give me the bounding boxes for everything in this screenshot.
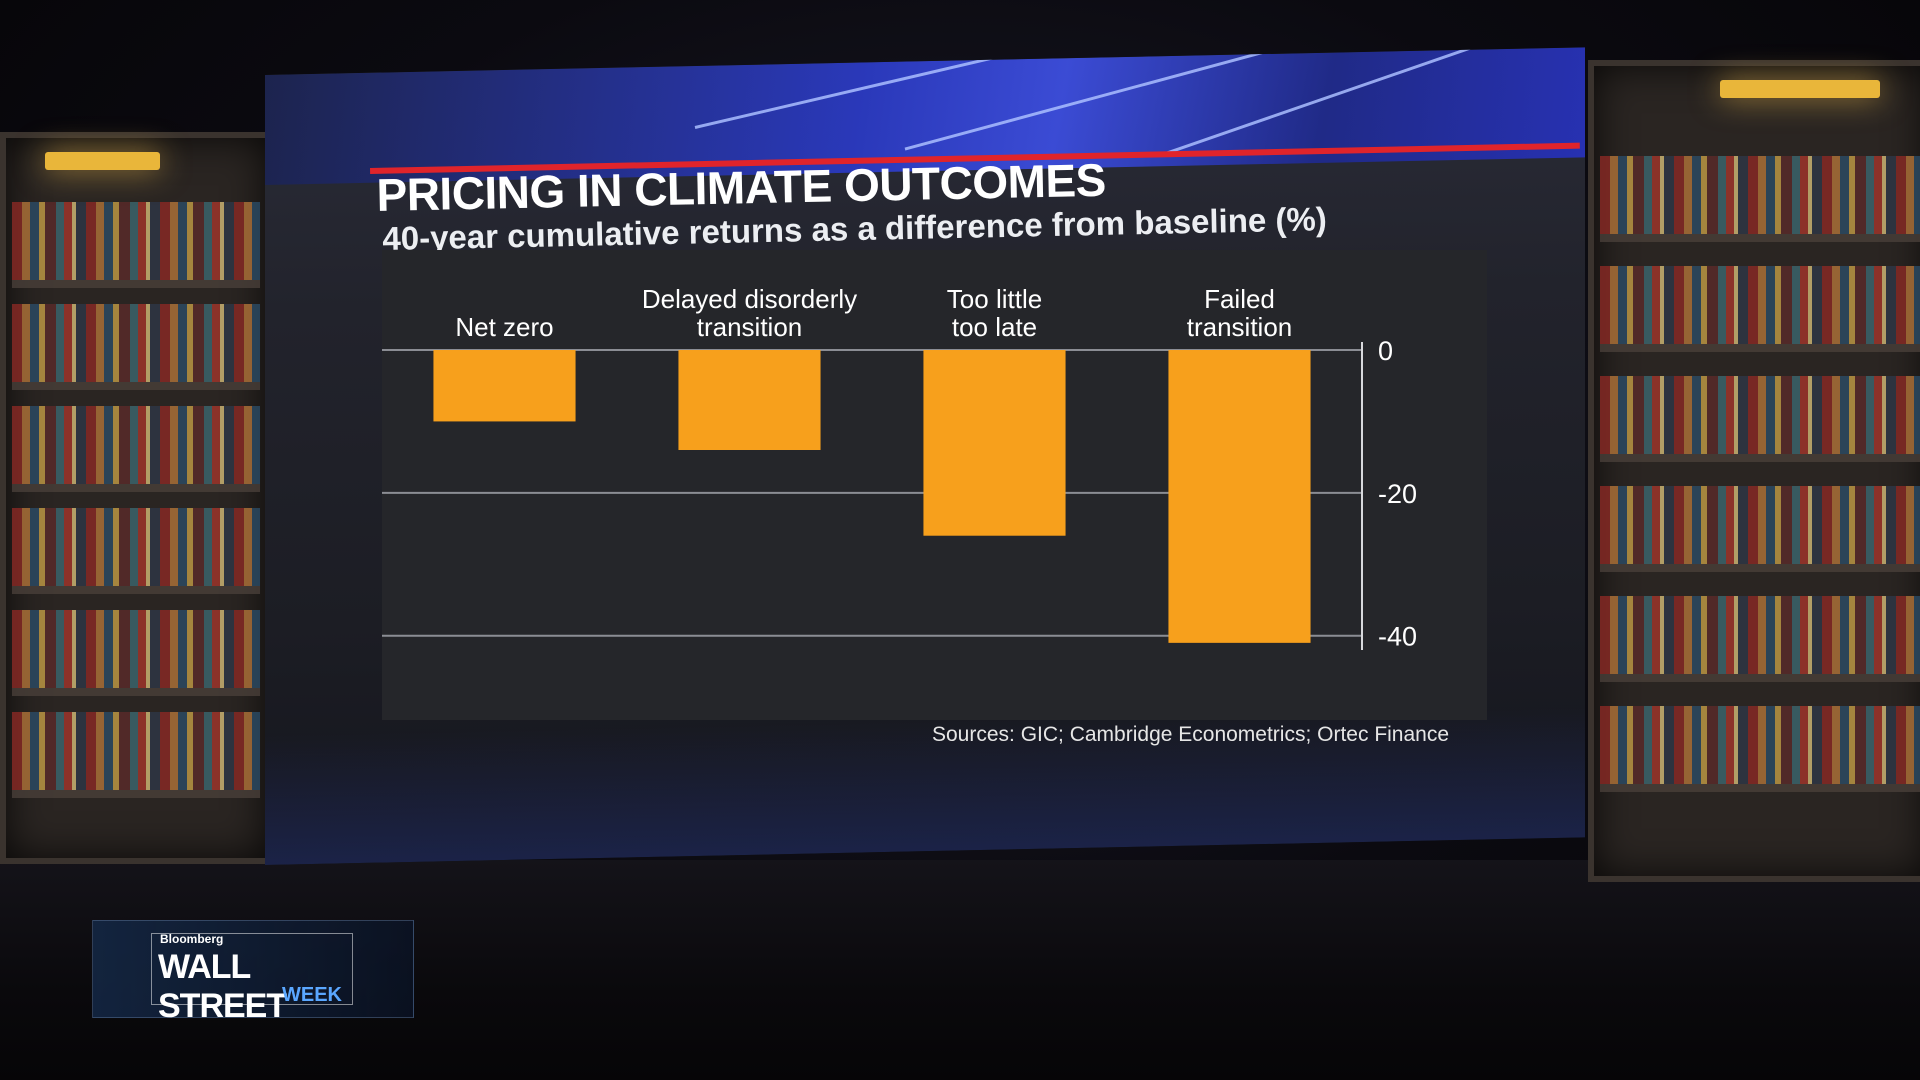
shelf-row	[1600, 596, 1920, 682]
source-note: Sources: GIC; Cambridge Econometrics; Or…	[932, 723, 1450, 746]
y-tick-label: 0	[1378, 336, 1393, 366]
bookshelf-left	[0, 132, 272, 864]
logo-frame: Bloomberg WALL STREET WEEK	[151, 932, 353, 1025]
bar	[923, 350, 1066, 536]
shelf-row	[1600, 486, 1920, 572]
y-tick-label: -40	[1378, 622, 1417, 652]
logo-brand: Bloomberg	[160, 932, 224, 946]
shelf-row	[12, 202, 260, 288]
category-label: too late	[952, 312, 1037, 342]
shelf-row	[12, 712, 260, 798]
shelf-row	[12, 610, 260, 696]
y-tick-label: -20	[1378, 479, 1417, 509]
logo-show-title: WALL STREET	[158, 948, 287, 1025]
shelf-lamp	[45, 152, 160, 170]
shelf-row	[1600, 266, 1920, 352]
shelf-row	[12, 406, 260, 492]
category-label: transition	[697, 312, 803, 342]
chart-area: 0 -20 -40 Net zero Delayed disorderly transit…	[382, 250, 1487, 720]
category-label: Net zero	[455, 312, 553, 342]
bookshelf-right	[1588, 60, 1920, 882]
category-label: Failed	[1204, 284, 1275, 314]
show-logo: Bloomberg WALL STREET WEEK	[92, 920, 414, 1025]
shelf-lamp	[1720, 80, 1880, 98]
shelf-row	[12, 508, 260, 594]
category-label: Delayed disorderly	[642, 284, 857, 314]
shelf-row	[12, 304, 260, 390]
category-label: Too little	[947, 284, 1042, 314]
shelf-row	[1600, 156, 1920, 242]
bar	[433, 350, 576, 422]
shelf-row	[1600, 376, 1920, 462]
bar	[678, 350, 821, 450]
bar	[1168, 350, 1311, 643]
logo-show-subtitle: WEEK	[282, 984, 342, 1006]
category-label: transition	[1187, 312, 1293, 342]
shelf-row	[1600, 706, 1920, 792]
